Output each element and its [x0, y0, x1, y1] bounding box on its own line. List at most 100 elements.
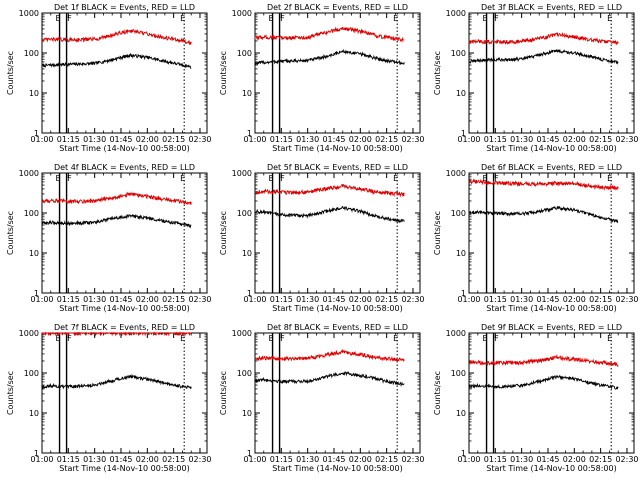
- x-tick-label: 02:30: [401, 455, 424, 464]
- events-series-line: [468, 48, 619, 65]
- x-tick-label: 01:30: [510, 135, 533, 144]
- marker-label: E: [483, 14, 488, 23]
- detector-panel: Det 3f BLACK = Events, RED = LLD 1 10 100 10…: [433, 3, 639, 153]
- x-tick-label: 01:45: [109, 295, 132, 304]
- x-tick-label: 01:30: [296, 455, 319, 464]
- y-tick-label: 100: [237, 209, 252, 218]
- x-tick-label: 02:15: [162, 455, 185, 464]
- y-tick-label: 100: [237, 369, 252, 378]
- y-tick-label: 10: [242, 89, 252, 98]
- x-tick-label: 01:15: [57, 295, 80, 304]
- x-tick-label: 01:15: [484, 295, 507, 304]
- marker-label: E: [180, 174, 185, 183]
- events-series-line: [41, 373, 192, 390]
- x-tick-label: 01:30: [296, 135, 319, 144]
- marker-label: F: [280, 334, 285, 343]
- marker-label: E: [607, 14, 612, 23]
- marker-label: E: [269, 14, 274, 23]
- x-tick-label: 02:00: [349, 135, 372, 144]
- y-tick-label: 10: [456, 249, 466, 258]
- x-tick-label: 02:30: [615, 295, 638, 304]
- marker-label: E: [56, 14, 61, 23]
- detector-panel: Det 9f BLACK = Events, RED = LLD 1 10 100 10…: [433, 323, 639, 473]
- y-axis-label: Counts/sec: [219, 51, 228, 95]
- plot-frame: [468, 12, 635, 134]
- x-tick-label: 02:30: [401, 295, 424, 304]
- detector-panel: Det 6f BLACK = Events, RED = LLD 1 10 100 10…: [433, 163, 639, 313]
- x-tick-label: 02:15: [375, 135, 398, 144]
- lld-series-line: [254, 26, 405, 43]
- y-tick-label: 1: [461, 449, 466, 458]
- x-tick-label: 01:15: [484, 455, 507, 464]
- x-tick-label: 02:15: [589, 295, 612, 304]
- detector-panel: Det 4f BLACK = Events, RED = LLD 1 10 100 10…: [6, 163, 212, 313]
- y-tick-label: 1000: [446, 329, 466, 338]
- x-tick-label: 01:00: [30, 295, 53, 304]
- y-tick-label: 10: [242, 409, 252, 418]
- y-tick-label: 1: [247, 129, 252, 138]
- y-axis-label: Counts/sec: [219, 371, 228, 415]
- marker-label: E: [393, 334, 398, 343]
- panel-title: Det 7f BLACK = Events, RED = LLD: [54, 323, 195, 332]
- y-tick-label: 1: [461, 129, 466, 138]
- marker-label: F: [280, 174, 285, 183]
- y-tick-label: 1: [247, 449, 252, 458]
- y-axis-label: Counts/sec: [433, 211, 442, 255]
- x-tick-label: 01:15: [270, 295, 293, 304]
- y-tick-label: 100: [451, 209, 466, 218]
- lld-series-line: [468, 178, 619, 191]
- lld-series-line: [254, 349, 405, 362]
- panel-title: Det 8f BLACK = Events, RED = LLD: [267, 323, 408, 332]
- x-tick-label: 01:30: [83, 455, 106, 464]
- x-tick-label: 01:45: [536, 135, 559, 144]
- x-tick-label: 01:00: [30, 135, 53, 144]
- lld-series-line: [41, 331, 192, 337]
- y-tick-label: 10: [242, 249, 252, 258]
- x-tick-label: 01:15: [270, 455, 293, 464]
- x-tick-label: 02:15: [589, 455, 612, 464]
- panel-title: Det 6f BLACK = Events, RED = LLD: [481, 163, 622, 172]
- y-tick-label: 10: [456, 89, 466, 98]
- y-tick-label: 1: [34, 129, 39, 138]
- x-axis-label: Start Time (14-Nov-10 00:58:00): [59, 144, 189, 153]
- marker-label: F: [67, 334, 72, 343]
- y-axis-label: Counts/sec: [433, 51, 442, 95]
- x-tick-label: 01:45: [322, 135, 345, 144]
- y-tick-label: 10: [29, 89, 39, 98]
- events-series-line: [254, 48, 405, 66]
- y-tick-label: 100: [24, 49, 39, 58]
- plot-frame: [468, 332, 635, 454]
- y-tick-label: 1000: [232, 9, 252, 18]
- x-tick-label: 01:15: [484, 135, 507, 144]
- y-tick-label: 1: [247, 289, 252, 298]
- y-tick-label: 1000: [19, 329, 39, 338]
- x-tick-label: 01:30: [83, 295, 106, 304]
- x-tick-label: 02:00: [563, 135, 586, 144]
- marker-label: F: [280, 14, 285, 23]
- x-tick-label: 01:00: [457, 135, 480, 144]
- x-tick-label: 01:30: [296, 295, 319, 304]
- events-series-line: [41, 52, 192, 69]
- detector-panel: Det 5f BLACK = Events, RED = LLD 1 10 100 10…: [219, 163, 425, 313]
- x-tick-label: 01:45: [536, 295, 559, 304]
- y-tick-label: 1000: [232, 329, 252, 338]
- marker-label: E: [180, 334, 185, 343]
- y-tick-label: 10: [29, 249, 39, 258]
- detector-panel: Det 2f BLACK = Events, RED = LLD 1 10 100 10…: [219, 3, 425, 153]
- x-tick-label: 01:45: [322, 455, 345, 464]
- panel-title: Det 1f BLACK = Events, RED = LLD: [54, 3, 195, 12]
- events-series-line: [254, 205, 405, 224]
- x-tick-label: 01:30: [510, 295, 533, 304]
- marker-label: F: [494, 174, 499, 183]
- x-tick-label: 01:45: [322, 295, 345, 304]
- x-tick-label: 02:00: [136, 455, 159, 464]
- x-tick-label: 01:00: [243, 295, 266, 304]
- x-tick-label: 02:00: [563, 455, 586, 464]
- panel-title: Det 9f BLACK = Events, RED = LLD: [481, 323, 622, 332]
- marker-label: E: [483, 174, 488, 183]
- x-tick-label: 02:00: [563, 295, 586, 304]
- x-tick-label: 01:00: [457, 455, 480, 464]
- y-tick-label: 100: [24, 209, 39, 218]
- marker-label: E: [269, 174, 274, 183]
